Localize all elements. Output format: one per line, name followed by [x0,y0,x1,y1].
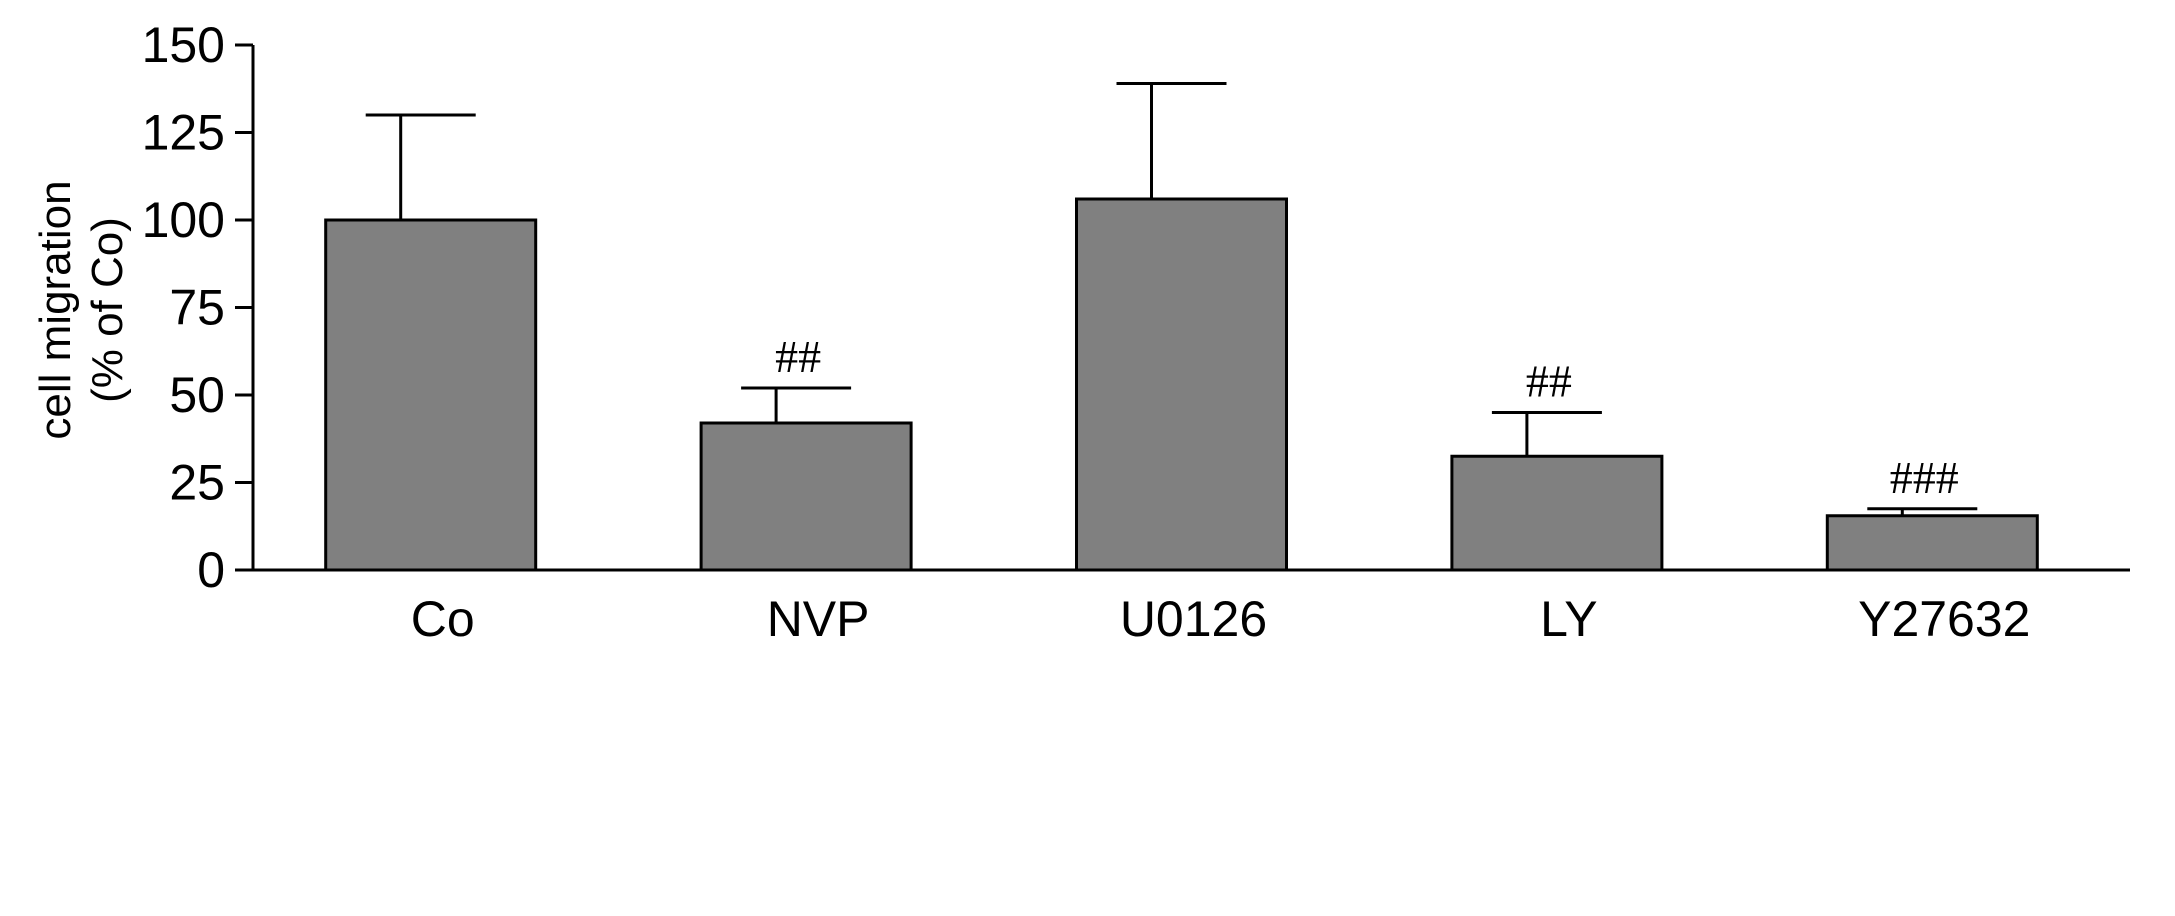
x-tick-label: U0126 [1120,591,1267,647]
significance-annotation: ## [1526,356,1572,407]
x-tick-label: NVP [767,591,870,647]
y-tick-label: 25 [169,455,225,511]
significance-annotation: ### [1890,452,1959,503]
bars [324,197,2039,572]
x-tick-label: Y27632 [1858,591,2030,647]
y-tick-label: 125 [142,105,225,161]
y-axis-title-line: (% of Co) [83,217,132,403]
annotations: ## ##### [775,331,1959,503]
y-tick-label: 100 [142,192,225,248]
error-bars [365,82,1978,516]
bar-ly [1450,454,1664,572]
category-labels: Co NVP U0126 LY Y27632 [411,591,2031,647]
y-tick-label: 75 [169,280,225,336]
y-axis-title: cell migration (% of Co) [31,180,132,439]
y-tick-label: 150 [142,17,225,73]
x-tick-label: LY [1540,591,1597,647]
x-tick-label: Co [411,591,475,647]
bar-nvp [699,421,913,572]
y-axis-title-line: cell migration [31,180,80,439]
bar-u0126 [1075,197,1288,572]
y-tick-label: 50 [169,367,225,423]
y-axis: 0 25 50 75 100 125 150 [142,17,255,598]
significance-annotation: ## [775,331,821,382]
y-tick-label: 0 [197,542,225,598]
bar-co [324,218,538,572]
bar-y27632 [1825,514,2039,572]
